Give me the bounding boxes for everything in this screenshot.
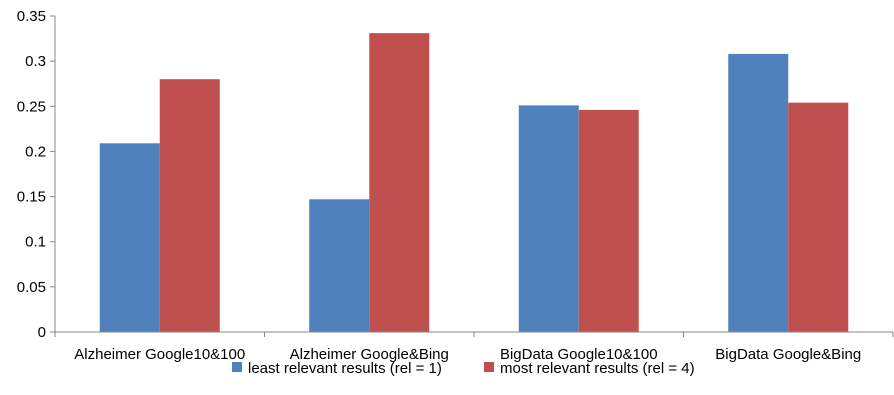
bar-series-2-4 [788,102,849,332]
y-tick-label: 0.05 [17,279,46,296]
bar-series-2-3 [578,109,639,332]
legend-swatch [484,362,494,372]
y-tick-label: 0 [38,324,46,341]
bar-series-1-3 [518,105,579,332]
y-tick-label: 0.35 [17,8,46,25]
x-category-label: Alzheimer Google&Bing [290,346,449,363]
bar-series-1-4 [728,53,789,333]
y-tick-label: 0.25 [17,98,46,115]
legend: least relevant results (rel = 1) most rel… [232,360,695,377]
bar-series-1-1 [99,143,160,332]
y-tick-label: 0.1 [25,234,46,251]
y-tick-label: 0.2 [25,143,46,160]
bar-series-1-2 [309,199,370,332]
x-category-label: Alzheimer Google10&100 [74,346,245,363]
y-tick-label: 0.15 [17,189,46,206]
x-axis: Alzheimer Google10&100 Alzheimer Google&B… [54,331,894,363]
y-tick-label: 0.3 [25,53,46,70]
legend-label: least relevant results (rel = 1) [248,360,442,377]
legend-swatch [232,362,242,372]
bar-series-2-2 [369,33,430,332]
bars [99,33,849,333]
x-category-label: BigData Google&Bing [715,346,861,363]
y-axis: 0 0.05 0.1 0.15 0.2 0.25 0.3 0.35 [17,8,56,341]
bar-series-2-1 [159,79,220,332]
legend-label: most relevant results (rel = 4) [500,360,695,377]
x-category-label: BigData Google10&100 [500,346,658,363]
